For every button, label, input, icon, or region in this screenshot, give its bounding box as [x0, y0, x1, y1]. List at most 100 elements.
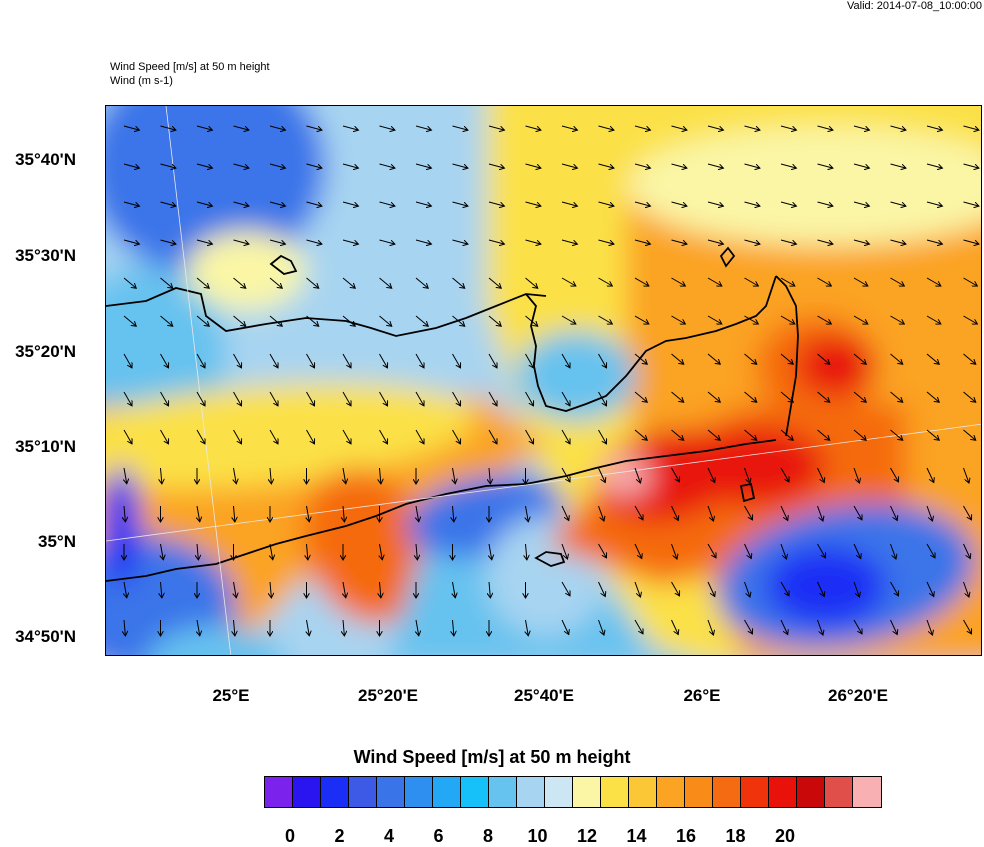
map-plot [105, 105, 982, 656]
wind-vector [561, 619, 569, 635]
wind-vector [598, 429, 607, 444]
wind-vector [963, 429, 976, 440]
legend-swatch [433, 777, 461, 807]
wind-vector [307, 505, 310, 522]
wind-vector [853, 353, 866, 364]
wind-vector [780, 353, 793, 364]
wind-vector [379, 277, 392, 288]
lon-tick-label: 25°E [212, 686, 250, 705]
wind-vector [525, 125, 541, 130]
wind-vector [671, 163, 687, 168]
wind-vector [415, 429, 424, 444]
wind-vector [123, 277, 136, 288]
wind-vector [380, 581, 381, 598]
wind-vector [453, 619, 454, 636]
wind-vector [671, 125, 687, 130]
legend-swatch [517, 777, 545, 807]
wind-vector [890, 239, 906, 244]
wind-vector [744, 163, 760, 168]
wind-vector [634, 125, 650, 130]
wind-vector [123, 429, 132, 444]
wind-vector [744, 315, 759, 324]
lat-tick-label: 35°30'N [15, 246, 76, 265]
legend-swatch [657, 777, 685, 807]
wind-vector [598, 391, 607, 406]
wind-vector [744, 353, 757, 364]
wind-vector [926, 505, 932, 521]
wind-vector [233, 277, 246, 288]
wind-vector [161, 467, 162, 484]
wind-vector [525, 201, 541, 206]
wind-vector [780, 239, 796, 244]
wind-vector [234, 581, 237, 598]
wind-vector [233, 429, 242, 444]
wind-vector [307, 543, 308, 560]
wind-vector [160, 429, 169, 444]
wind-vector [598, 315, 613, 324]
wind-vector [526, 505, 529, 522]
wind-vector [379, 353, 388, 368]
wind-vector [853, 581, 859, 597]
wind-vector [415, 239, 431, 244]
wind-vector [707, 125, 723, 130]
lat-tick-label: 35°N [38, 532, 76, 551]
legend-swatch [461, 777, 489, 807]
wind-vector [744, 391, 757, 402]
wind-vector [671, 429, 684, 440]
wind-vector [598, 201, 614, 206]
legend-swatch [601, 777, 629, 807]
wind-vector [853, 277, 868, 286]
wind-vector [744, 201, 760, 206]
legend-label: 2 [334, 826, 345, 846]
wind-vector [963, 543, 971, 559]
wind-vector [890, 201, 906, 206]
legend-swatch [825, 777, 853, 807]
wind-vector [452, 163, 468, 168]
wind-vector [963, 505, 972, 520]
wind-vector [306, 315, 319, 326]
wind-vector [270, 467, 271, 484]
wind-vector [561, 353, 570, 368]
wind-vector [817, 125, 833, 130]
wind-vector [415, 201, 431, 206]
wind-vector [306, 201, 322, 206]
legend-swatch [685, 777, 713, 807]
wind-vector [452, 353, 461, 368]
wind-vector [634, 353, 647, 364]
wind-vector [598, 277, 613, 286]
wind-vector [671, 277, 686, 286]
wind-vector [379, 429, 388, 444]
wind-vector [890, 163, 906, 168]
wind-vector [160, 391, 169, 406]
wind-vector [598, 619, 604, 635]
wind-vector [525, 315, 538, 326]
legend-swatch [573, 777, 601, 807]
legend-swatch [265, 777, 293, 807]
wind-vector [671, 239, 687, 244]
wind-vector [561, 163, 577, 168]
wind-vector [926, 619, 932, 635]
legend-swatch [377, 777, 405, 807]
wind-vector [744, 125, 760, 130]
wind-vector [817, 581, 825, 597]
wind-vector [926, 581, 934, 597]
wind-vector [963, 619, 972, 634]
wind-vector [561, 277, 576, 286]
wind-vector [453, 467, 456, 484]
wind-vector [379, 201, 395, 206]
wind-vector [926, 543, 935, 558]
wind-vector [817, 505, 823, 521]
wind-vector [780, 581, 789, 596]
wind-vector [598, 353, 607, 368]
wind-vector [416, 543, 417, 560]
wind-vector [269, 201, 285, 206]
wind-vector [270, 543, 273, 560]
legend-label: 8 [482, 826, 493, 846]
legend-colorbar [264, 776, 882, 808]
legend-swatch [853, 777, 881, 807]
wind-vector [744, 429, 757, 440]
legend-label: 12 [576, 826, 598, 846]
wind-vector [525, 277, 538, 288]
wind-vector [488, 125, 504, 130]
wind-vector [853, 125, 869, 130]
